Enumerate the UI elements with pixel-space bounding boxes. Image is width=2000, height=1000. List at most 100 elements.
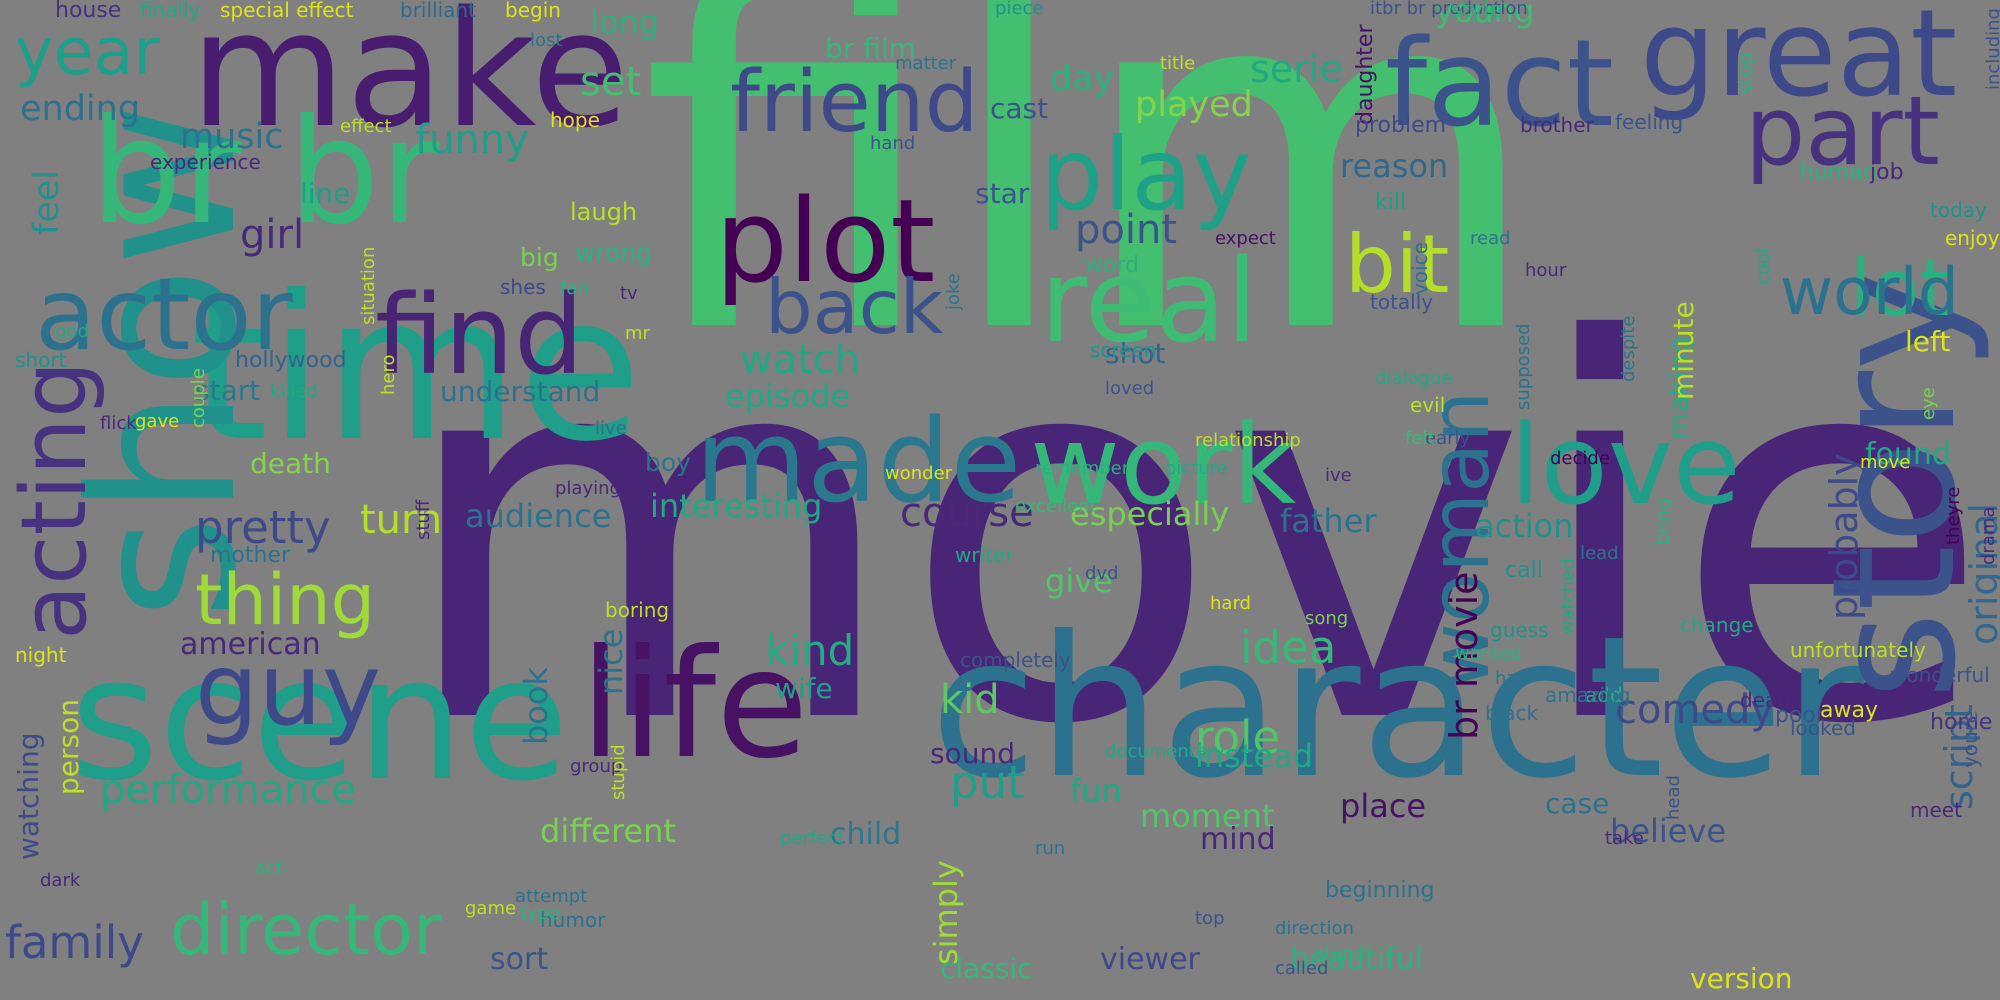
word-mind: mind — [1200, 822, 1276, 857]
word-world: world — [1780, 255, 1959, 330]
word-long: long — [590, 3, 660, 41]
word-film: film — [640, 0, 1544, 439]
word-feeling: feeling — [1615, 110, 1684, 134]
word-life: life — [580, 618, 809, 792]
word-make: make — [190, 0, 630, 163]
word-fan: fan — [560, 278, 589, 299]
word-believe: believe — [1610, 812, 1727, 850]
word-left: left — [1905, 325, 1951, 358]
word-screen: screen — [1090, 338, 1157, 362]
word-killed: killed — [270, 381, 318, 402]
word-loved: loved — [1105, 378, 1155, 399]
word-brother: brother — [1520, 113, 1594, 137]
word-drama: drama — [1978, 506, 1999, 565]
word-viewer: viewer — [1100, 942, 1200, 977]
word-different: different — [540, 812, 676, 850]
word-voice: voice — [1408, 242, 1432, 295]
word-stupid: stupid — [608, 744, 629, 800]
word-part: part — [1745, 77, 1940, 187]
word-wrong: wrong — [575, 238, 653, 267]
word-music: music — [180, 117, 284, 157]
word-found: found — [1865, 437, 1951, 472]
word-attempt: attempt — [515, 886, 588, 907]
word-sort: sort — [490, 942, 549, 977]
word-action: action — [1475, 507, 1574, 545]
word-wonderful: wonderful — [1890, 663, 1990, 687]
word-evil: evil — [1410, 393, 1446, 417]
word-flick: flick — [100, 413, 137, 434]
word-back: back — [765, 263, 944, 351]
word-short: short — [15, 348, 67, 372]
word-br-film: br film — [825, 32, 916, 65]
word-night: night — [15, 643, 67, 667]
word-dvd: dvd — [1085, 563, 1119, 584]
word-version: version — [1690, 962, 1793, 995]
word-humor: humor — [540, 908, 606, 932]
word-father: father — [1280, 502, 1377, 540]
word-amazing: amazing — [1545, 683, 1631, 707]
word-head: head — [1663, 775, 1684, 820]
word-thing: thing — [195, 559, 376, 641]
word-comedy: comedy — [1615, 687, 1775, 733]
word-change: change — [1680, 613, 1754, 637]
word-boring: boring — [605, 598, 670, 622]
word-set: set — [580, 59, 642, 105]
word-play: play — [1040, 116, 1252, 233]
word-especially: especially — [1070, 495, 1230, 533]
word-mr: mr — [625, 323, 650, 344]
word-death: death — [250, 447, 331, 480]
word-hard: hard — [1210, 593, 1251, 614]
word-american: american — [180, 627, 321, 662]
word-beautiful: beautiful — [1290, 942, 1423, 977]
word-dialogue: dialogue — [1375, 368, 1453, 389]
word-simply: simply — [927, 860, 965, 965]
word-lost: lost — [530, 30, 563, 51]
word-plot: plot — [715, 175, 936, 309]
word-house: house — [55, 0, 122, 23]
word-kind: kind — [765, 626, 855, 675]
word-call: call — [1505, 558, 1543, 583]
word-title: title — [1160, 53, 1196, 74]
word-girl: girl — [240, 212, 305, 258]
word-episode: episode — [725, 377, 851, 415]
word-documentary: documentary — [1105, 741, 1225, 762]
word-performance: performance — [100, 767, 357, 813]
word-bit: bit — [1345, 218, 1450, 311]
word-half: half — [1495, 668, 1529, 689]
word-live: live — [595, 418, 627, 439]
word-relationship: relationship — [1195, 430, 1301, 451]
word-work: work — [1030, 401, 1297, 529]
word-day: day — [1050, 59, 1115, 99]
word-place: place — [1340, 787, 1427, 825]
word-word: word — [1085, 253, 1140, 278]
word-guess: guess — [1490, 618, 1549, 642]
word-youre: youre — [1958, 711, 1982, 768]
word-fun: fun — [1070, 772, 1122, 810]
word-expect: expect — [1215, 228, 1276, 249]
word-called: called — [1275, 958, 1329, 979]
word-ive: ive — [1325, 465, 1352, 486]
word-move: move — [1860, 452, 1911, 473]
word-human: human — [1800, 160, 1877, 185]
word-probably: probably — [1822, 453, 1866, 620]
word-special-effect: special effect — [220, 0, 354, 22]
word-fact: fact — [1385, 15, 1614, 154]
word-brilliant: brilliant — [400, 0, 476, 22]
word-beginning: beginning — [1325, 878, 1435, 903]
word-dark: dark — [40, 870, 81, 891]
word-played: played — [1135, 85, 1253, 125]
word-funny: funny — [415, 117, 529, 163]
word-joke: joke — [943, 273, 964, 310]
word-excellent: excellent — [1015, 496, 1097, 517]
word-laugh: laugh — [570, 198, 638, 226]
word-br-br: br br — [90, 88, 440, 257]
word-watched: watched — [1558, 558, 1579, 635]
word-year: year — [15, 15, 161, 90]
word-hollywood: hollywood — [235, 348, 347, 373]
word-despite: despite — [1618, 315, 1639, 382]
word-black: black — [1485, 701, 1539, 725]
word-watching: watching — [12, 732, 45, 860]
word-stop: stop — [1733, 51, 1757, 95]
word-give: give — [1045, 562, 1113, 600]
